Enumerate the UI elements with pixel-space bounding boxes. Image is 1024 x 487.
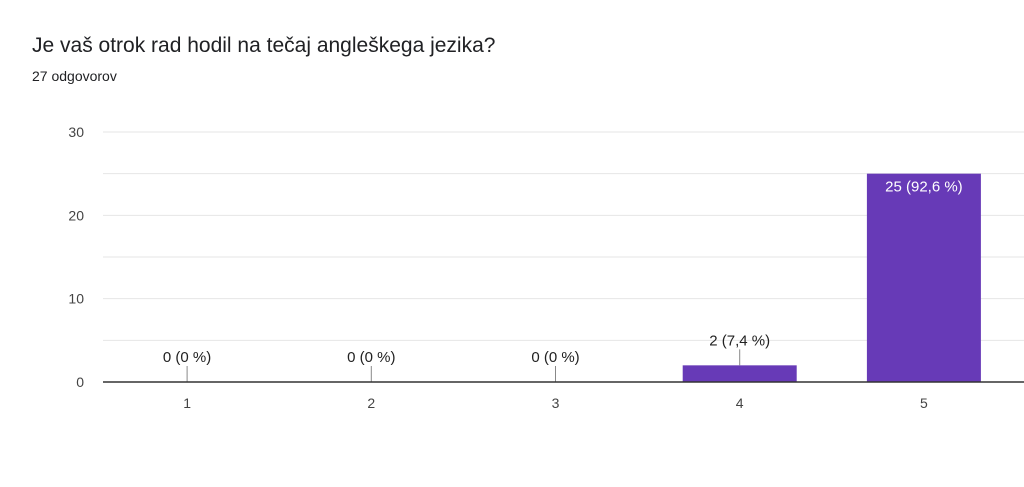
y-tick-label: 20: [68, 207, 84, 223]
x-tick-label: 3: [552, 395, 560, 411]
x-tick-label: 5: [920, 395, 928, 411]
data-label: 0 (0 %): [347, 349, 395, 366]
data-label: 25 (92,6 %): [885, 179, 963, 196]
chart-title: Je vaš otrok rad hodil na tečaj angleške…: [32, 34, 496, 57]
y-tick-label: 30: [68, 124, 84, 140]
y-tick-label: 10: [68, 291, 84, 307]
data-label: 2 (7,4 %): [709, 332, 770, 349]
x-tick-label: 4: [736, 395, 744, 411]
response-count: 27 odgovorov: [32, 68, 117, 84]
data-label: 0 (0 %): [163, 349, 211, 366]
bar-4: [682, 365, 797, 382]
data-label: 0 (0 %): [531, 349, 579, 366]
x-tick-label: 1: [183, 395, 191, 411]
bar-5: [866, 173, 981, 382]
y-tick-label: 0: [76, 374, 84, 390]
x-tick-label: 2: [367, 395, 375, 411]
